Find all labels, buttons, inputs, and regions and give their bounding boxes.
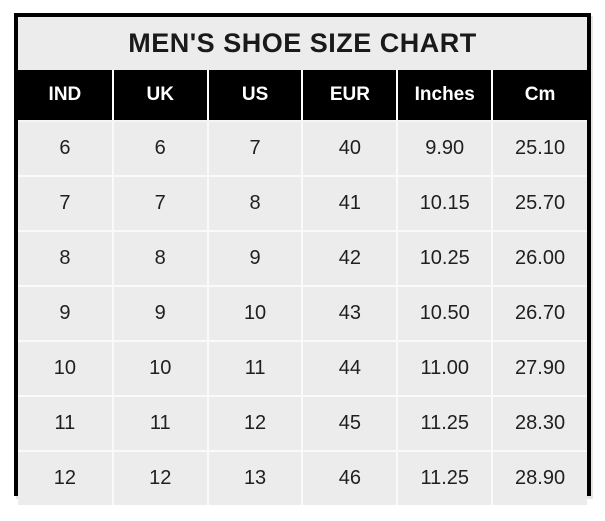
shoe-size-chart-panel: MEN'S SHOE SIZE CHART IND UK US EUR Inches Cm… [14,13,591,505]
table-cell-ind: 6 [18,121,114,177]
title-row: MEN'S SHOE SIZE CHART [18,17,587,70]
table-row: 10 10 11 44 11.00 27.90 [18,341,587,397]
table-cell-uk: 8 [112,231,209,287]
table-cell-cm: 26.70 [492,286,587,342]
table-cell-ind: 7 [18,176,114,232]
table-cell-inches: 10.50 [397,286,494,342]
table-cell-cm: 25.10 [492,121,587,177]
table-cell-eur: 45 [302,396,399,452]
table-cell-us: 7 [207,121,304,177]
table-cell-uk: 9 [112,286,209,342]
table-cell-cm: 28.30 [492,396,587,452]
table-cell-inches: 11.25 [397,396,494,452]
table-cell-inches: 9.90 [397,121,494,177]
table-row: 12 12 13 46 11.25 28.90 [18,451,587,505]
table-cell-ind: 9 [18,286,114,342]
column-header-uk: UK [112,70,209,122]
table-cell-eur: 43 [302,286,399,342]
table-cell-eur: 42 [302,231,399,287]
table-cell-eur: 46 [302,451,399,505]
table-row: 9 9 10 43 10.50 26.70 [18,286,587,342]
column-header-us: US [207,70,304,122]
table-row: 7 7 8 41 10.15 25.70 [18,176,587,232]
table-cell-uk: 10 [112,341,209,397]
table-cell-ind: 11 [18,396,114,452]
table-cell-ind: 10 [18,341,114,397]
table-cell-inches: 10.25 [397,231,494,287]
table-row: 11 11 12 45 11.25 28.30 [18,396,587,452]
table-cell-inches: 11.25 [397,451,494,505]
table-row: 8 8 9 42 10.25 26.00 [18,231,587,287]
table-cell-eur: 44 [302,341,399,397]
table-cell-uk: 6 [112,121,209,177]
column-header-cm: Cm [492,70,587,122]
table-cell-cm: 26.00 [492,231,587,287]
table-cell-inches: 11.00 [397,341,494,397]
table-cell-cm: 25.70 [492,176,587,232]
table-cell-ind: 12 [18,451,114,505]
table-body: 6 6 7 40 9.90 25.10 7 7 8 41 10.15 25.70 8 8 9 42 10.25 2… [18,121,587,505]
column-header-ind: IND [18,70,114,122]
table-cell-us: 9 [207,231,304,287]
table-cell-cm: 27.90 [492,341,587,397]
table-cell-uk: 7 [112,176,209,232]
table-cell-cm: 28.90 [492,451,587,505]
table-cell-inches: 10.15 [397,176,494,232]
shoe-size-table: MEN'S SHOE SIZE CHART IND UK US EUR Inches Cm… [18,17,587,505]
table-cell-us: 10 [207,286,304,342]
table-cell-us: 11 [207,341,304,397]
table-head: MEN'S SHOE SIZE CHART IND UK US EUR Inches Cm [18,17,587,122]
table-row: 6 6 7 40 9.90 25.10 [18,121,587,177]
column-header-row: IND UK US EUR Inches Cm [18,70,587,122]
table-cell-eur: 41 [302,176,399,232]
table-cell-uk: 11 [112,396,209,452]
table-cell-us: 12 [207,396,304,452]
table-cell-ind: 8 [18,231,114,287]
column-header-inches: Inches [397,70,494,122]
table-cell-uk: 12 [112,451,209,505]
column-header-eur: EUR [302,70,399,122]
table-cell-us: 8 [207,176,304,232]
table-cell-eur: 40 [302,121,399,177]
chart-title: MEN'S SHOE SIZE CHART [18,17,587,70]
table-cell-us: 13 [207,451,304,505]
